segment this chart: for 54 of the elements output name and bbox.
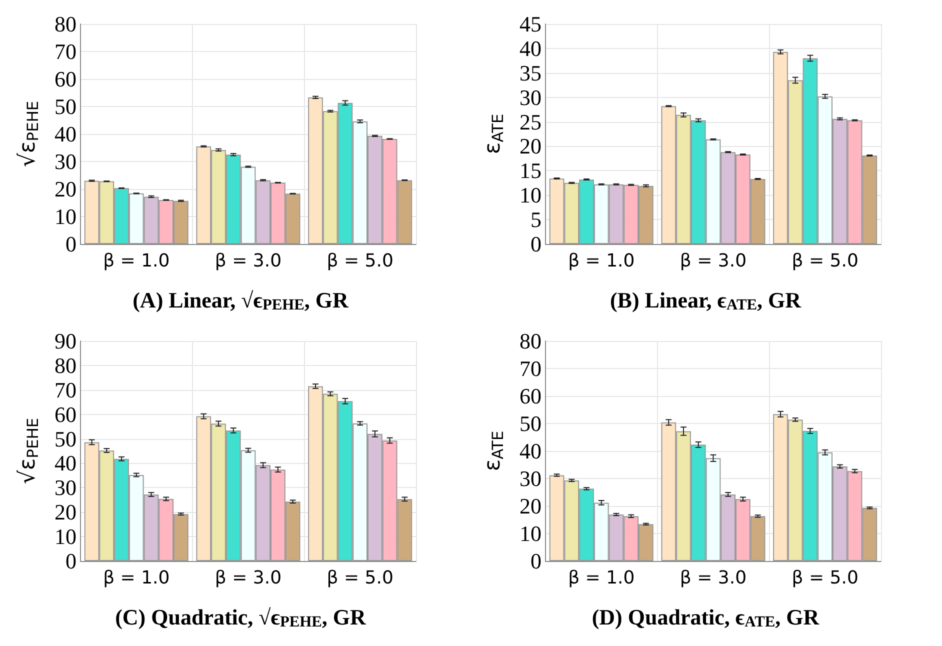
y-tick-label: 0 [530, 232, 542, 256]
y-tick-label: 80 [519, 328, 542, 354]
y-tick-label: 50 [54, 94, 76, 119]
y-tick-label: 0 [530, 548, 542, 574]
y-axis-title: √εPEHE [16, 100, 42, 168]
x-tick-label: β = 3.0 [214, 250, 282, 272]
y-tick-label: 70 [54, 39, 76, 64]
y-tick-label: 10 [54, 524, 76, 550]
y-tick-label: 20 [519, 494, 542, 518]
y-tick-label: 90 [54, 328, 76, 354]
y-tick-label: 80 [54, 12, 76, 36]
x-tick-label: β = 5.0 [326, 250, 394, 272]
x-tick-label: β = 1.0 [103, 568, 170, 588]
y-tick-label: 30 [54, 475, 76, 500]
x-tick-label: β = 1.0 [568, 250, 635, 272]
x-tick-label: β = 1.0 [568, 568, 635, 588]
y-tick-label: 25 [519, 109, 542, 134]
x-tick-label: β = 5.0 [326, 568, 394, 588]
y-tick-label: 20 [519, 134, 542, 159]
y-tick-label: 80 [54, 352, 76, 378]
y-tick-label: 70 [519, 356, 542, 381]
y-tick-label: 40 [54, 450, 76, 476]
y-tick-label: 40 [54, 122, 76, 146]
x-tick-label: β = 3.0 [680, 250, 747, 272]
y-tick-label: 10 [54, 204, 76, 229]
y-tick-label: 60 [519, 384, 542, 408]
y-tick-label: 50 [54, 426, 76, 452]
y-tick-label: 5 [530, 207, 542, 232]
y-tick-label: 50 [519, 411, 542, 436]
y-tick-label: 70 [54, 377, 76, 402]
y-tick-label: 10 [519, 521, 542, 546]
y-tick-label: 40 [519, 438, 542, 464]
x-tick-label: β = 5.0 [792, 250, 858, 272]
y-tick-label: 15 [519, 158, 542, 184]
y-axis-title: εATE [480, 114, 507, 154]
y-tick-label: 60 [54, 402, 76, 427]
y-tick-label: 20 [54, 176, 76, 202]
y-tick-label: 20 [54, 500, 76, 525]
x-tick-label: β = 3.0 [214, 568, 282, 588]
y-axis-title: εATE [480, 430, 507, 472]
y-tick-label: 0 [65, 548, 76, 574]
y-tick-label: 10 [519, 182, 542, 208]
x-tick-label: β = 1.0 [103, 250, 170, 272]
y-tick-label: 30 [519, 84, 542, 110]
y-tick-label: 40 [519, 36, 542, 61]
x-tick-label: β = 5.0 [792, 568, 858, 588]
y-tick-label: 45 [519, 12, 542, 36]
y-tick-label: 35 [519, 60, 542, 86]
y-tick-label: 30 [54, 149, 76, 174]
y-tick-label: 0 [65, 232, 76, 256]
y-tick-label: 60 [54, 66, 76, 92]
x-tick-label: β = 3.0 [680, 568, 747, 588]
y-tick-label: 30 [519, 466, 542, 491]
y-axis-title: √εPEHE [16, 418, 42, 484]
